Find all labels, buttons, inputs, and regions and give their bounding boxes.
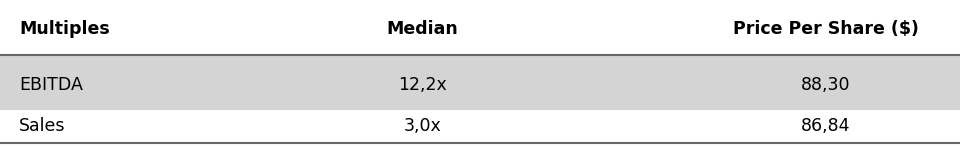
Text: 3,0x: 3,0x bbox=[403, 117, 442, 135]
Bar bbox=[0, 54, 960, 110]
Text: Median: Median bbox=[387, 20, 458, 38]
Text: Price Per Share ($): Price Per Share ($) bbox=[732, 20, 919, 38]
Text: Multiples: Multiples bbox=[19, 20, 110, 38]
Text: 88,30: 88,30 bbox=[801, 76, 851, 94]
Text: 86,84: 86,84 bbox=[801, 117, 851, 135]
Text: Sales: Sales bbox=[19, 117, 65, 135]
Text: EBITDA: EBITDA bbox=[19, 76, 84, 94]
Text: 12,2x: 12,2x bbox=[398, 76, 446, 94]
